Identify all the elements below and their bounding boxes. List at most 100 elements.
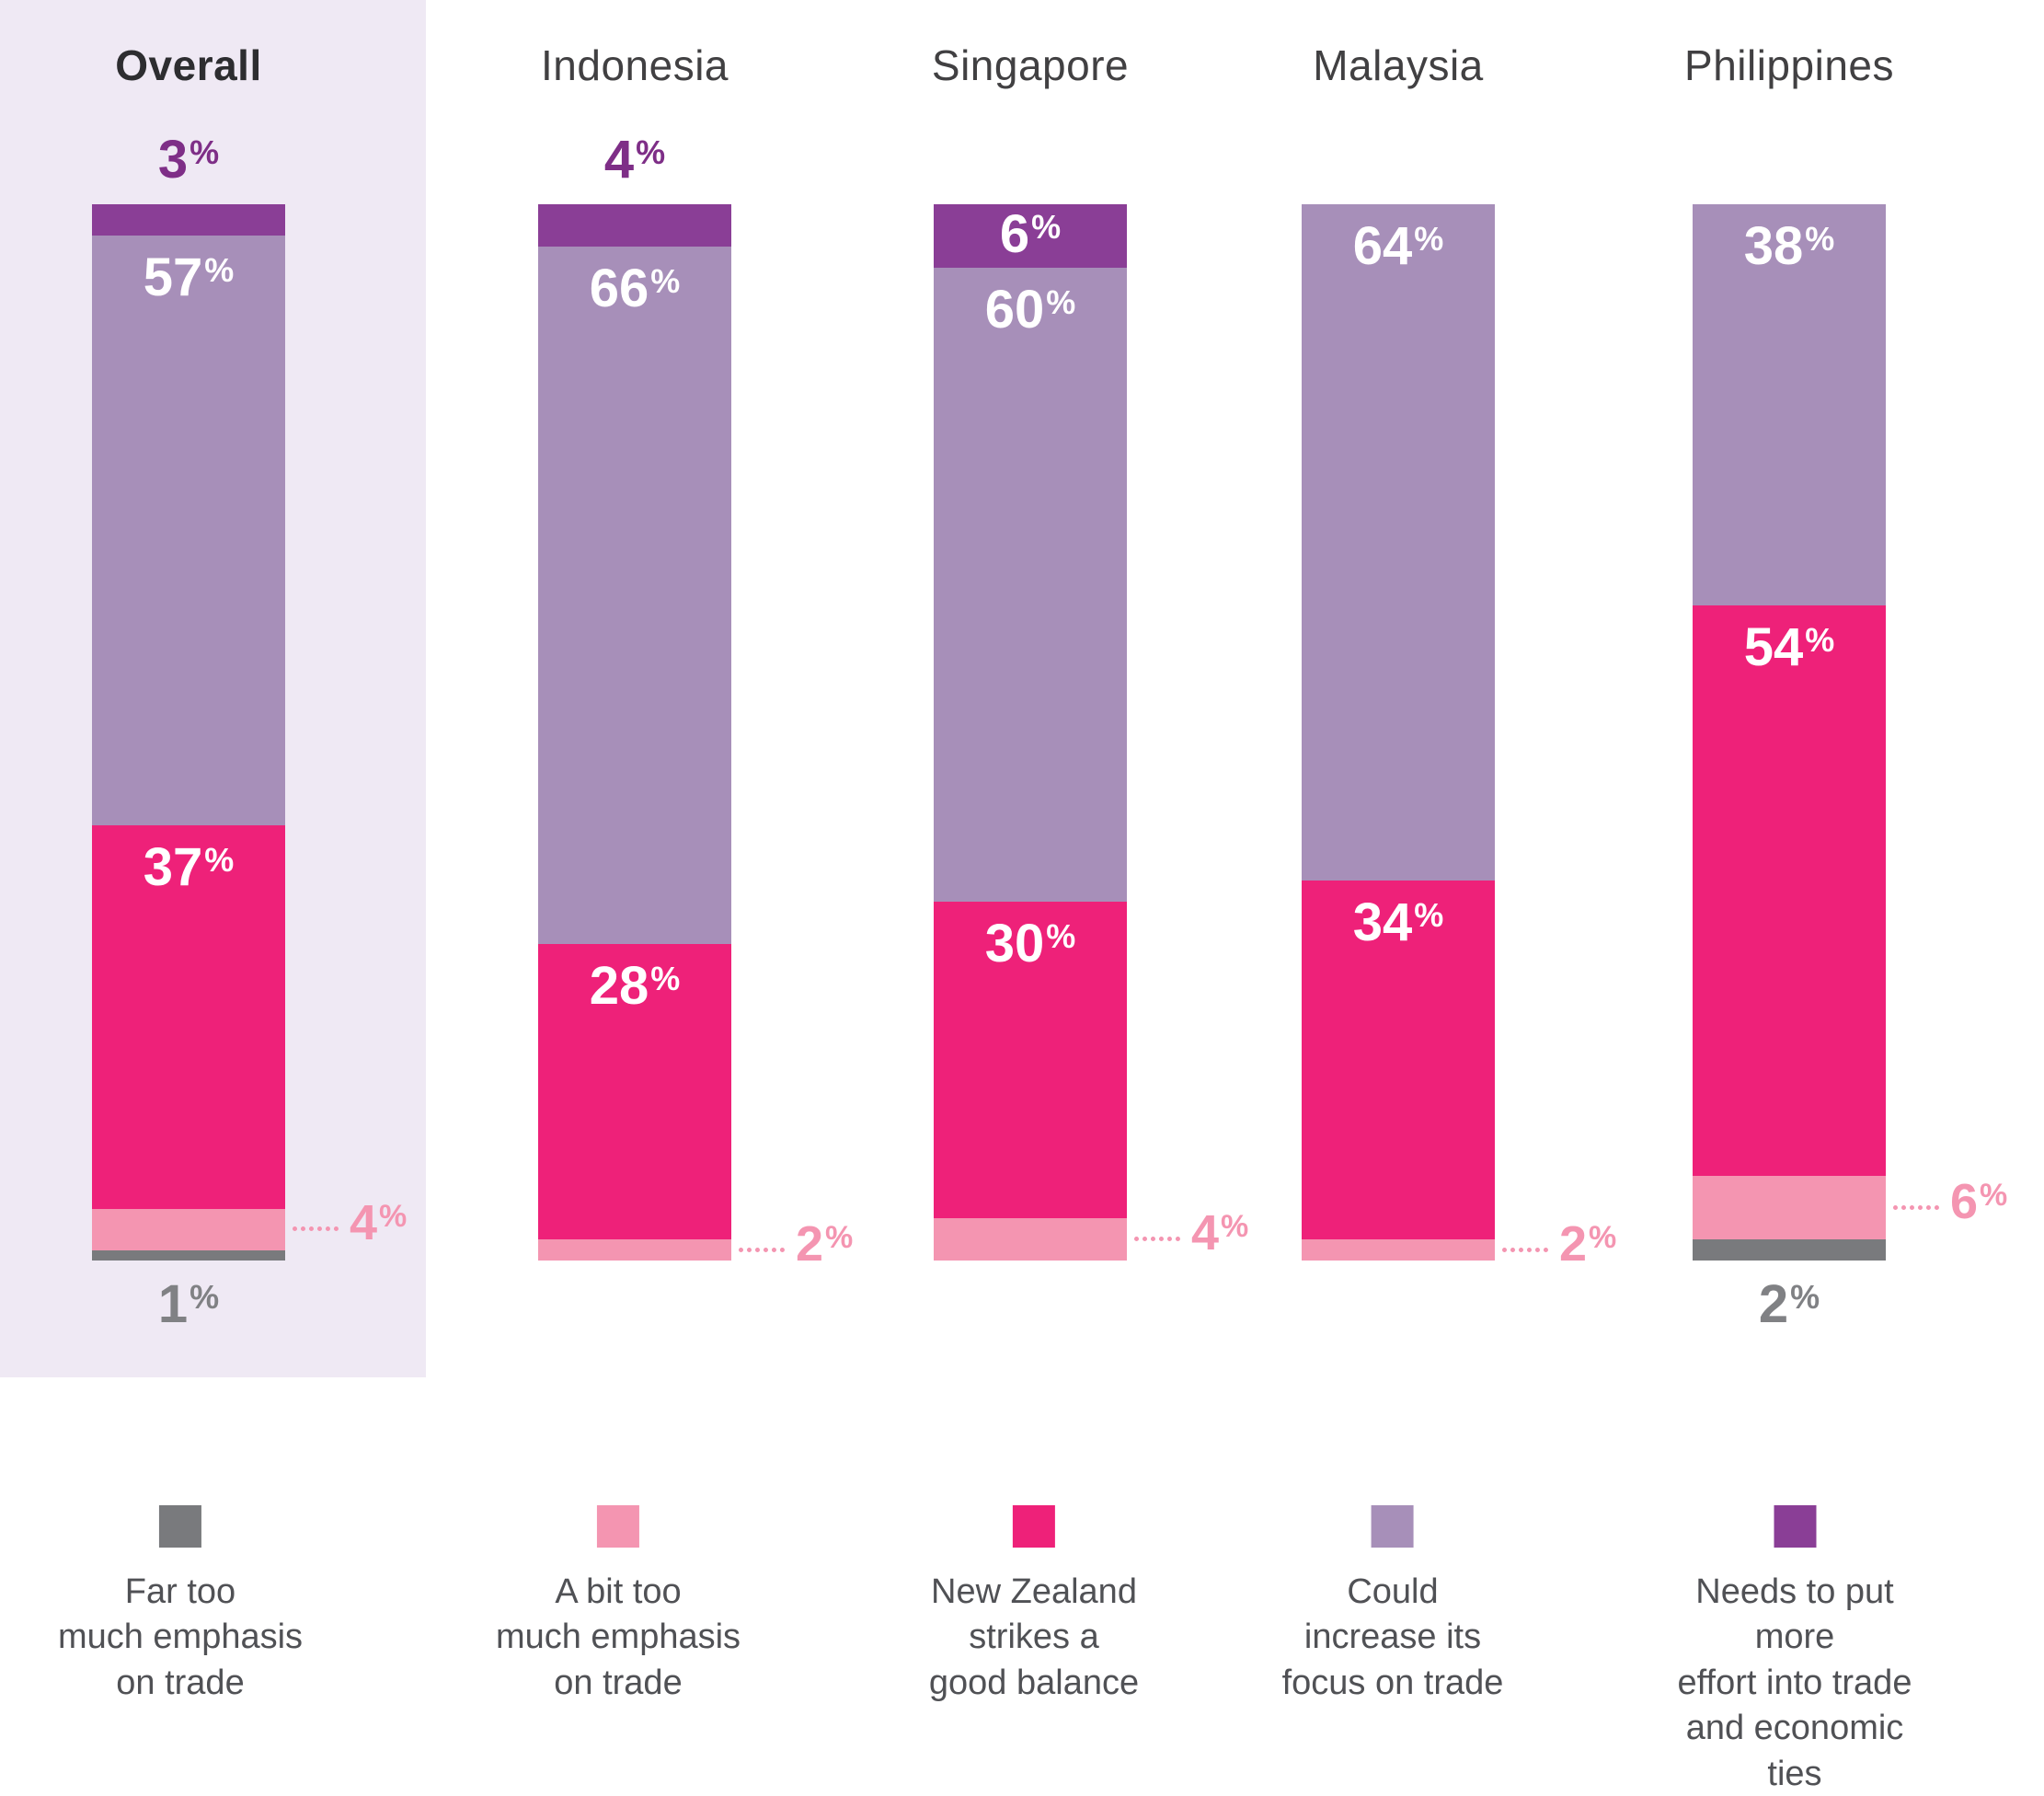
percent-sign: % <box>204 841 235 880</box>
value-label-good-balance: 37% <box>144 838 235 897</box>
legend-line: New Zealand <box>931 1572 1137 1611</box>
percent-sign: % <box>1031 208 1062 247</box>
value-number: 4 <box>1191 1205 1220 1261</box>
legend-item-more-effort: Needs to put more effort into trade and ec… <box>1671 1505 1920 1796</box>
value-label-could-increase: 64% <box>1353 217 1444 276</box>
value-number: 2 <box>1559 1215 1588 1272</box>
percent-sign: % <box>1414 220 1444 258</box>
value-number: 4 <box>603 130 635 190</box>
legend-line: good balance <box>928 1663 1140 1702</box>
legend-label: A bit too much emphasis on trade <box>496 1570 741 1706</box>
legend-line: and economic ties <box>1685 1709 1904 1793</box>
value-number: 57 <box>143 247 203 307</box>
legend-swatch <box>1013 1505 1055 1548</box>
legend-item-bit-too-much: A bit too much emphasis on trade <box>496 1505 741 1706</box>
legend-swatch <box>597 1505 639 1548</box>
legend-swatch <box>159 1505 201 1548</box>
legend-line: Needs to put more <box>1695 1572 1894 1657</box>
percent-sign: % <box>379 1199 408 1235</box>
value-number: 6 <box>999 204 1030 265</box>
value-number: 1 <box>157 1274 189 1334</box>
value-number: 60 <box>984 279 1045 340</box>
legend-line: focus on trade <box>1281 1663 1504 1702</box>
value-label-bit-too-much: 2% <box>1559 1215 1617 1272</box>
segment-could-increase <box>92 235 285 826</box>
legend-line: effort into trade <box>1677 1663 1912 1702</box>
value-label-bit-too-much: 6% <box>1950 1174 2007 1229</box>
segment-more-effort <box>538 204 731 247</box>
percent-sign: % <box>1805 220 1835 258</box>
value-number: 30 <box>984 913 1045 973</box>
value-label-could-increase: 66% <box>590 259 681 318</box>
leader-line <box>1893 1204 1939 1210</box>
value-label-far-too-much: 2% <box>1759 1275 1820 1334</box>
percent-sign: % <box>1805 621 1835 660</box>
value-number: 64 <box>1352 216 1413 276</box>
legend-line: strikes a <box>969 1618 1099 1657</box>
legend-label: Needs to put more effort into trade and ec… <box>1671 1570 1920 1796</box>
legend-label: Could increase its focus on trade <box>1282 1570 1504 1706</box>
value-label-good-balance: 34% <box>1352 892 1444 952</box>
column-header-overall: Overall <box>115 41 262 89</box>
segment-bit-too-much <box>538 1239 731 1261</box>
segment-good-balance <box>1302 880 1495 1240</box>
segment-more-effort <box>92 204 285 236</box>
value-label-could-increase: 60% <box>984 279 1076 340</box>
value-number: 34 <box>1352 892 1413 952</box>
leader-line <box>293 1226 339 1232</box>
legend-line: increase its <box>1303 1618 1482 1657</box>
legend-item-far-too-much: Far too much emphasis on trade <box>58 1505 303 1706</box>
value-label-could-increase: 57% <box>144 248 235 307</box>
legend-line: much emphasis <box>57 1618 304 1657</box>
percent-sign: % <box>1221 1209 1249 1245</box>
legend-line: much emphasis <box>495 1618 741 1657</box>
legend-item-could-increase: Could increase its focus on trade <box>1282 1505 1504 1706</box>
column-header-malaysia: Malaysia <box>1313 41 1484 89</box>
value-number: 28 <box>589 955 649 1016</box>
segment-bit-too-much <box>92 1208 285 1250</box>
legend-swatch <box>1371 1505 1414 1548</box>
segment-far-too-much <box>1693 1239 1886 1261</box>
segment-could-increase <box>1693 204 1886 606</box>
legend-line: on trade <box>116 1663 245 1702</box>
value-label-bit-too-much: 4% <box>350 1196 407 1250</box>
value-number: 4 <box>350 1195 378 1251</box>
legend-line: A bit too <box>555 1572 682 1611</box>
segment-good-balance <box>538 943 731 1240</box>
segment-could-increase <box>538 246 731 944</box>
legend-line: Could <box>1347 1572 1439 1611</box>
segment-more-effort <box>934 204 1127 268</box>
percent-sign: % <box>204 250 235 289</box>
segment-good-balance <box>92 825 285 1209</box>
value-number: 2 <box>796 1215 824 1272</box>
legend-item-good-balance: New Zealand strikes a good balance <box>929 1505 1139 1706</box>
percent-sign: % <box>1790 1278 1820 1316</box>
percent-sign: % <box>189 133 220 171</box>
value-number: 37 <box>143 837 203 898</box>
segment-bit-too-much <box>1693 1176 1886 1240</box>
value-number: 66 <box>589 258 649 318</box>
value-label-bit-too-much: 2% <box>796 1215 853 1272</box>
percent-sign: % <box>650 959 681 997</box>
percent-sign: % <box>1046 916 1076 955</box>
percent-sign: % <box>189 1278 220 1316</box>
legend-line: Far too <box>124 1572 236 1611</box>
leader-line <box>1502 1247 1548 1252</box>
segment-bit-too-much <box>1302 1239 1495 1261</box>
legend-label: New Zealand strikes a good balance <box>929 1570 1139 1706</box>
value-label-could-increase: 38% <box>1744 217 1835 276</box>
segment-good-balance <box>934 901 1127 1219</box>
value-label-far-too-much: 1% <box>158 1275 219 1334</box>
percent-sign: % <box>1589 1219 1617 1255</box>
percent-sign: % <box>1414 895 1444 934</box>
value-label-bit-too-much: 4% <box>1191 1205 1249 1261</box>
value-label-good-balance: 54% <box>1744 618 1835 677</box>
percent-sign: % <box>650 261 681 300</box>
segment-could-increase <box>934 267 1127 902</box>
value-label-more-effort: 4% <box>604 131 665 190</box>
value-number: 3 <box>157 130 189 190</box>
value-number: 54 <box>1743 617 1804 678</box>
column-header-indonesia: Indonesia <box>541 41 729 89</box>
value-label-more-effort: 6% <box>1000 205 1061 264</box>
